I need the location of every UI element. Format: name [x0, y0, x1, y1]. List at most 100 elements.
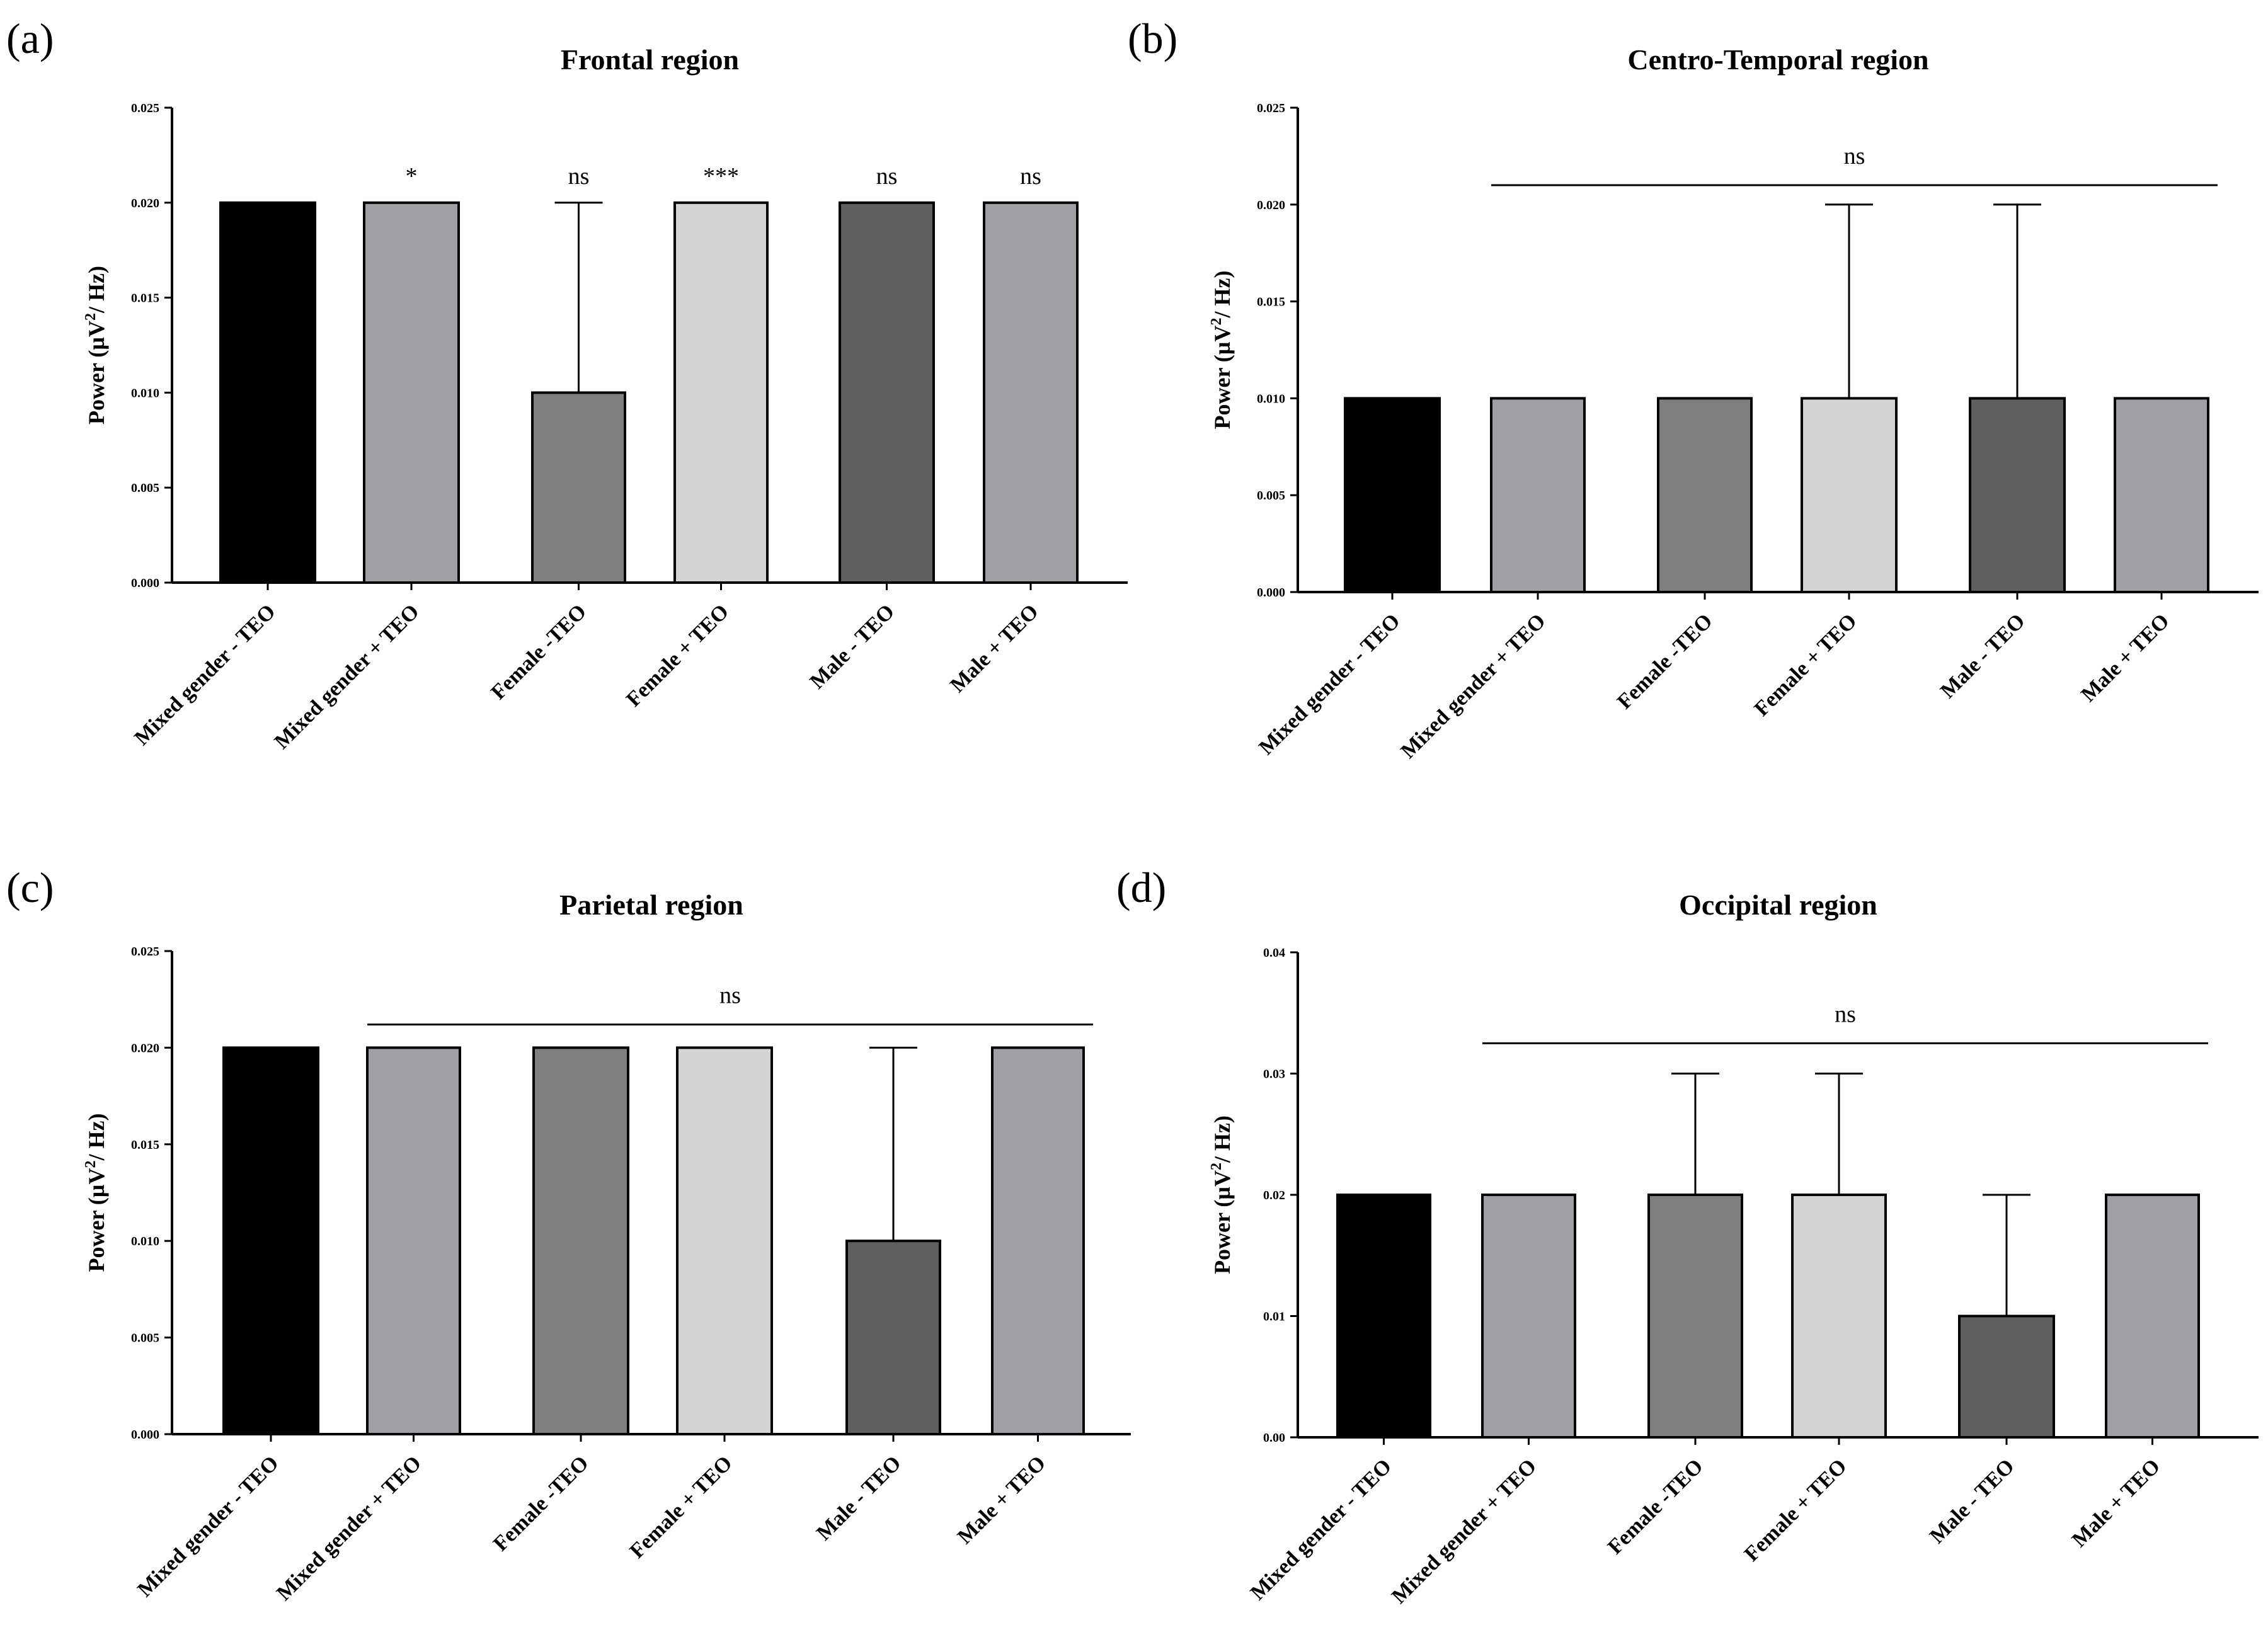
x-tick-label: Male + TEO	[953, 1451, 1050, 1548]
x-tick-label: Male + TEO	[2068, 1454, 2165, 1551]
y-axis-label-end: / Hz)	[1210, 1115, 1235, 1163]
bar	[676, 1046, 773, 1435]
y-axis-label-main: Power (µV	[84, 1168, 109, 1272]
bar	[845, 1240, 941, 1435]
y-tick-label: 0.005	[131, 1331, 159, 1345]
x-tick-label: Mixed gender + TEO	[270, 600, 424, 753]
significance-label: ***	[703, 163, 739, 190]
x-tick-label: Female -TEO	[486, 600, 591, 704]
x-tick-label: Female -TEO	[489, 1451, 593, 1556]
chart-title: Frontal region	[561, 43, 739, 76]
x-tick-label: Male + TEO	[2076, 609, 2174, 706]
y-tick-label: 0.00	[1263, 1431, 1285, 1445]
y-tick-label: 0.04	[1263, 946, 1285, 960]
x-tick-label: Female + TEO	[626, 1451, 737, 1563]
bar	[1490, 397, 1586, 594]
y-axis-label-sup: 2	[83, 1160, 99, 1168]
group-significance-label: ns	[719, 983, 741, 1009]
bar	[1657, 397, 1753, 594]
chart-panel-2: (b) Centro-Temporal region 0.000 0.005 0.010…	[1128, 14, 2259, 763]
bar	[532, 1046, 629, 1435]
y-tick-label: 0.010	[131, 1234, 159, 1248]
panel-letter: (a)	[6, 14, 54, 62]
y-tick-label: 0.005	[1257, 489, 1285, 503]
x-tick-label: Female + TEO	[1740, 1454, 1852, 1566]
y-axis-label: Power (µV2/ Hz)	[1208, 270, 1235, 429]
y-tick-label: 0.025	[131, 945, 159, 959]
y-tick-label: 0.015	[131, 292, 159, 305]
x-tick-label: Female -TEO	[1603, 1454, 1708, 1559]
y-axis-label-main: Power (µV	[1210, 1170, 1235, 1274]
chart-panel-4: (d) Occipital region 0.00 0.01 0.02 0.03 0.04 M…	[1116, 864, 2259, 1609]
group-significance-label: ns	[1835, 1001, 1856, 1027]
x-tick-label: Mixed gender - TEO	[130, 600, 280, 750]
y-axis-label: Power (µV2/ Hz)	[1208, 1115, 1235, 1274]
y-axis-label-end: / Hz)	[84, 266, 109, 314]
y-tick-label: 0.03	[1263, 1068, 1285, 1081]
x-tick-label: Mixed gender + TEO	[1397, 609, 1550, 763]
y-tick-label: 0.000	[131, 1428, 159, 1442]
bar	[2114, 397, 2209, 594]
chart-title: Centro-Temporal region	[1627, 43, 1928, 76]
y-tick-label: 0.025	[131, 101, 159, 115]
x-tick-label: Female + TEO	[622, 600, 733, 711]
y-axis-label: Power (µV2/ Hz)	[83, 266, 109, 425]
chart-panel-3: (c) Parietal region 0.000 0.005 0.010 0.015 0.…	[6, 864, 1131, 1605]
x-tick-label: Male - TEO	[806, 600, 900, 693]
y-axis-label-sup: 2	[1208, 1163, 1225, 1170]
y-tick-label: 0.020	[131, 197, 159, 210]
bar	[1336, 1194, 1431, 1439]
y-tick-label: 0.010	[131, 386, 159, 400]
bar	[1344, 397, 1441, 594]
x-tick-label: Male - TEO	[812, 1451, 906, 1545]
bar	[219, 201, 316, 584]
y-tick-label: 0.020	[131, 1041, 159, 1055]
bar	[839, 201, 935, 584]
bar	[1647, 1194, 1743, 1439]
bar	[1791, 1194, 1887, 1439]
bar	[1801, 397, 1898, 594]
y-tick-label: 0.01	[1263, 1310, 1285, 1324]
x-tick-label: Male - TEO	[1936, 609, 2030, 703]
y-tick-label: 0.005	[131, 481, 159, 495]
y-tick-label: 0.020	[1257, 198, 1285, 212]
x-tick-label: Male + TEO	[946, 600, 1043, 697]
x-tick-label: Mixed gender - TEO	[1246, 1454, 1396, 1604]
panel-letter: (b)	[1128, 14, 1177, 62]
y-axis-label-sup: 2	[1208, 317, 1225, 325]
chart-title: Occipital region	[1679, 889, 1877, 921]
y-axis-label-sup: 2	[83, 313, 99, 321]
bar	[983, 201, 1079, 584]
significance-label: *	[406, 163, 418, 190]
y-axis-label-main: Power (µV	[1210, 325, 1235, 429]
y-tick-label: 0.02	[1263, 1189, 1285, 1202]
bar	[2105, 1194, 2200, 1439]
y-tick-label: 0.000	[1257, 586, 1285, 600]
x-tick-label: Female -TEO	[1613, 609, 1717, 714]
bar	[222, 1046, 319, 1435]
bar	[1958, 1314, 2055, 1439]
significance-label: ns	[1020, 163, 1041, 190]
y-tick-label: 0.000	[131, 576, 159, 590]
x-tick-label: Mixed gender + TEO	[272, 1451, 426, 1605]
x-tick-label: Mixed gender + TEO	[1387, 1454, 1541, 1608]
y-tick-label: 0.015	[131, 1138, 159, 1152]
bar	[673, 201, 769, 584]
bar	[531, 391, 626, 584]
x-tick-label: Mixed gender - TEO	[1254, 609, 1404, 759]
panel-letter: (d)	[1116, 864, 1166, 911]
significance-label: ns	[568, 163, 590, 190]
bar	[991, 1046, 1085, 1435]
bar	[1969, 397, 2066, 594]
panel-letter: (c)	[6, 864, 54, 911]
y-axis-label: Power (µV2/ Hz)	[83, 1113, 109, 1272]
y-axis-label-end: / Hz)	[84, 1113, 109, 1161]
chart-panel-1: (a) Frontal region 0.000 0.005 0.010 0.015 0.0…	[6, 14, 1128, 754]
y-tick-label: 0.025	[1257, 101, 1285, 115]
x-tick-label: Male - TEO	[1925, 1454, 2019, 1548]
x-tick-label: Mixed gender - TEO	[133, 1451, 283, 1601]
y-tick-label: 0.010	[1257, 392, 1285, 406]
y-tick-label: 0.015	[1257, 295, 1285, 309]
bar	[366, 1046, 461, 1435]
